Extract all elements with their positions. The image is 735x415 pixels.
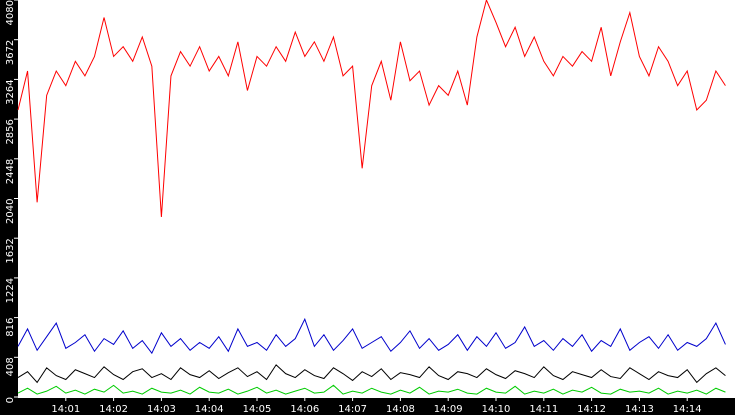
series-line xyxy=(17,317,726,355)
x-axis-strip xyxy=(0,398,735,415)
x-tick-label: 14:01 xyxy=(51,404,80,415)
series-line xyxy=(17,384,726,395)
x-tick-label: 14:03 xyxy=(147,404,176,415)
x-tick-label: 14:14 xyxy=(673,404,702,415)
x-tick-label: 14:09 xyxy=(434,404,463,415)
y-tick-label: 408 xyxy=(5,357,16,376)
x-tick-label: 14:07 xyxy=(338,404,367,415)
series-line xyxy=(17,364,726,384)
y-tick-label: 1224 xyxy=(5,278,16,303)
x-tick-label: 14:04 xyxy=(195,404,224,415)
x-tick-label: 14:06 xyxy=(290,404,319,415)
y-tick-label: 3672 xyxy=(5,40,16,65)
x-tick-label: 14:13 xyxy=(625,404,654,415)
y-tick-label: 2040 xyxy=(5,199,16,224)
x-tick-label: 14:08 xyxy=(386,404,415,415)
y-axis-strip xyxy=(0,0,18,415)
series-line xyxy=(17,0,726,218)
y-tick-label: 2856 xyxy=(5,119,16,144)
y-tick-label: 0 xyxy=(5,397,16,403)
x-tick-label: 14:10 xyxy=(482,404,511,415)
y-tick-label: 816 xyxy=(5,318,16,337)
x-tick-label: 14:11 xyxy=(529,404,558,415)
y-tick-label: 3264 xyxy=(5,79,16,104)
x-tick-label: 14:12 xyxy=(577,404,606,415)
y-tick-label: 4080 xyxy=(5,0,16,25)
y-tick-label: 1632 xyxy=(5,238,16,263)
y-tick-label: 2448 xyxy=(5,159,16,184)
x-tick-label: 14:05 xyxy=(243,404,272,415)
x-tick-label: 14:02 xyxy=(99,404,128,415)
